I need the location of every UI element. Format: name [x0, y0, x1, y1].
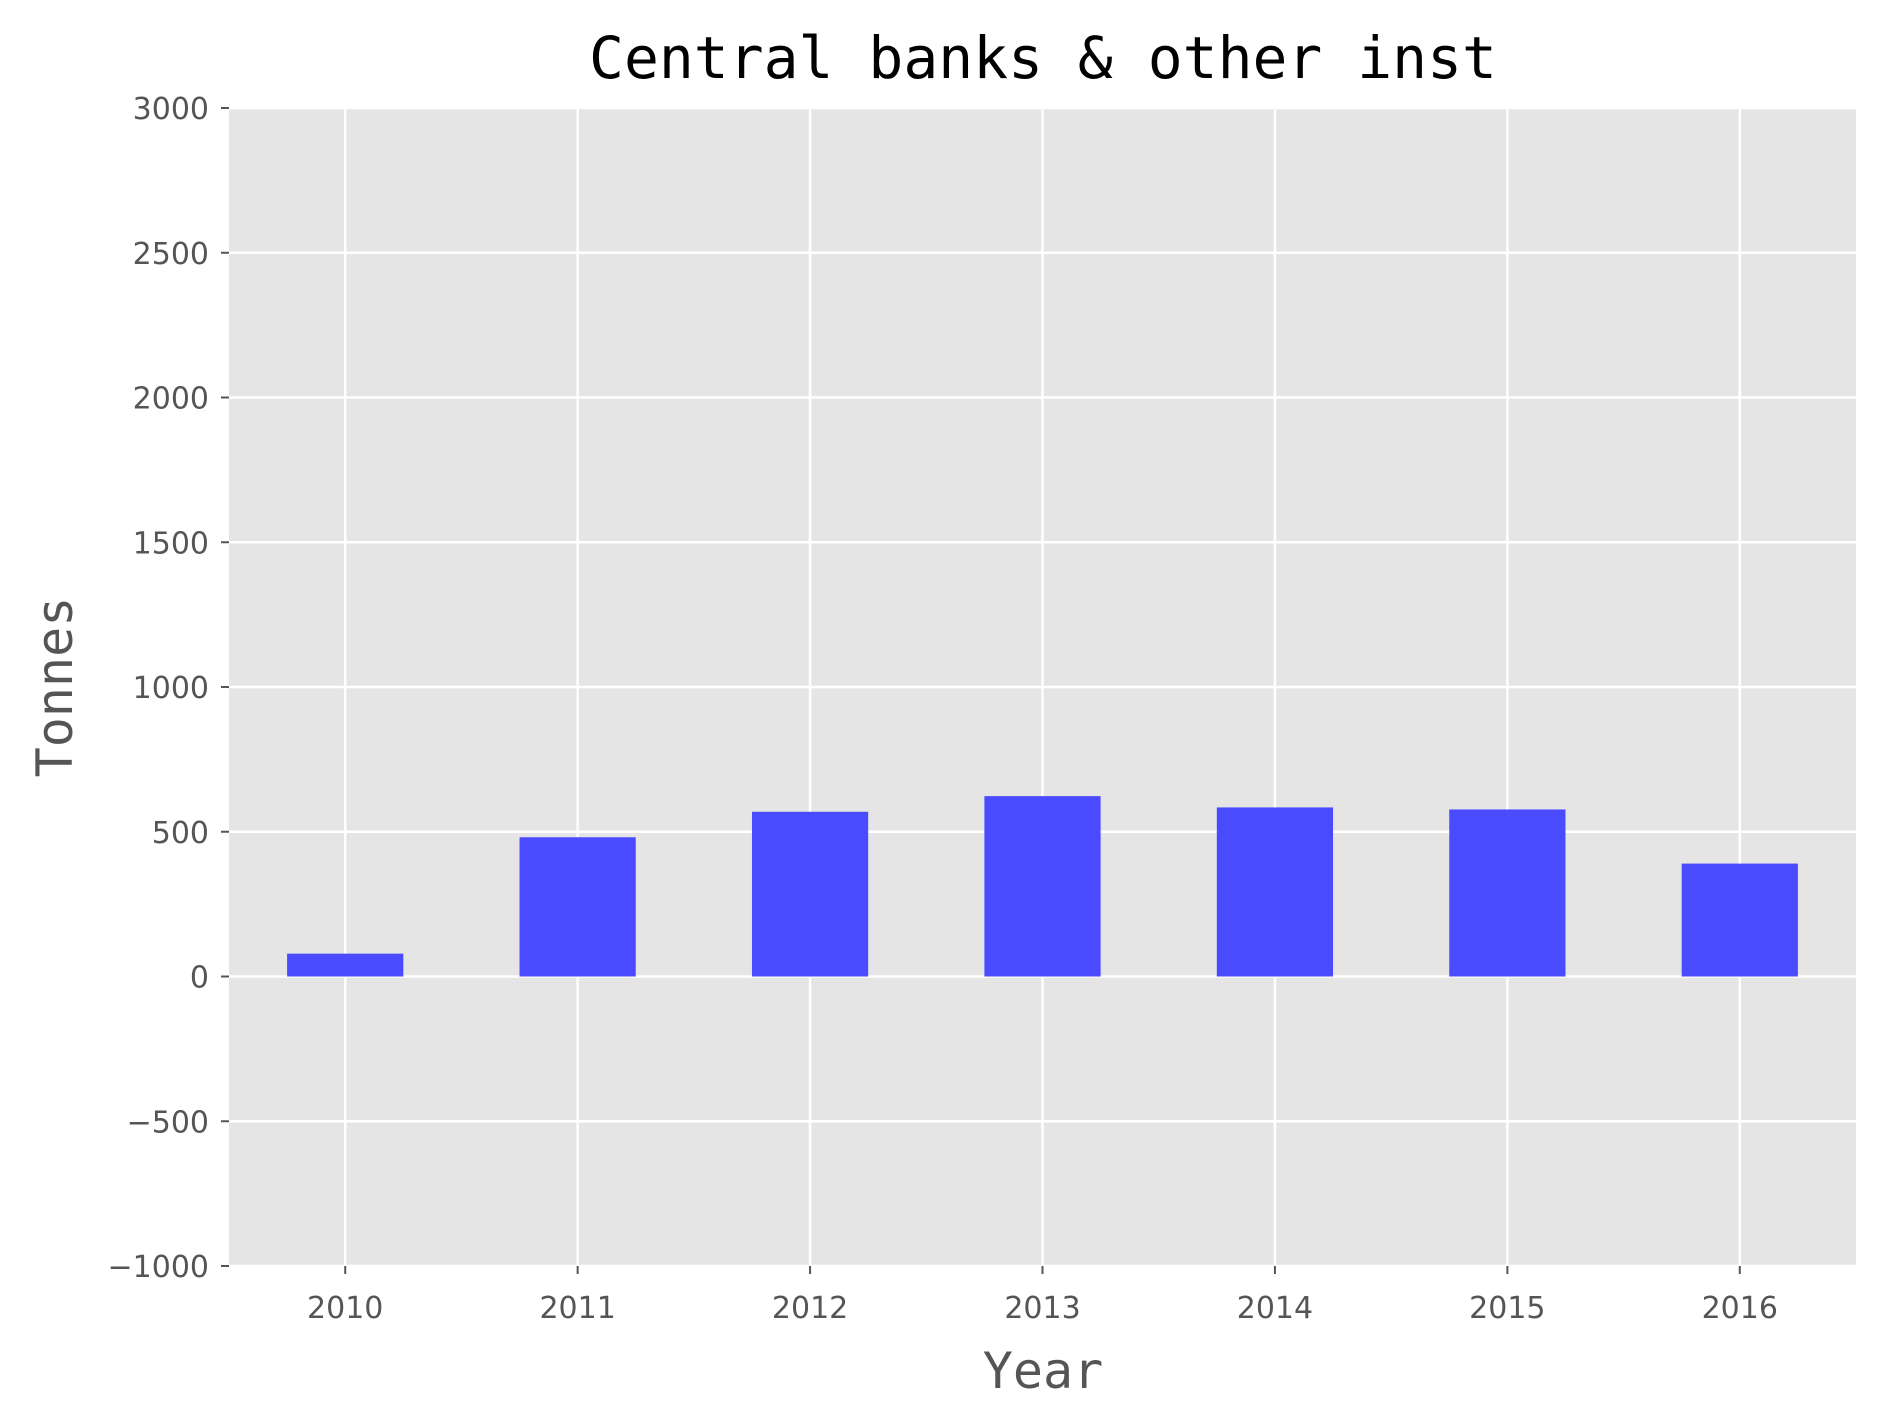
bar-2010 — [287, 953, 404, 977]
y-tick-label: 0 — [190, 961, 209, 996]
bar-2015 — [1449, 809, 1566, 977]
x-tick-label: 2011 — [539, 1291, 615, 1326]
bar-2013 — [984, 796, 1101, 977]
x-tick-label: 2014 — [1237, 1291, 1313, 1326]
y-tick-label: 3000 — [133, 92, 209, 127]
x-axis-label: Year — [983, 1342, 1103, 1400]
x-tick-label: 2015 — [1469, 1291, 1545, 1326]
x-tick-label: 2016 — [1702, 1291, 1778, 1326]
y-tick-label: 500 — [152, 816, 209, 851]
y-axis-label: Tonnes — [26, 597, 84, 778]
bar-2011 — [519, 837, 636, 977]
y-tick-label: 2000 — [133, 382, 209, 417]
y-tick-label: 1500 — [133, 526, 209, 561]
y-tick-labels: −1000 −500 0 500 1000 1500 2000 2500 3000 — [108, 92, 209, 1285]
x-tick-label: 2013 — [1004, 1291, 1080, 1326]
y-tick-label: 1000 — [133, 671, 209, 706]
x-tick-label: 2012 — [772, 1291, 848, 1326]
y-tick-label: −500 — [127, 1105, 209, 1140]
chart-title: Central banks & other inst — [589, 24, 1497, 92]
bar-2014 — [1216, 807, 1334, 977]
bar-2016 — [1681, 863, 1798, 977]
x-tick-labels: 2010 2011 2012 2013 2014 2015 2016 — [307, 1291, 1778, 1326]
bar-2012 — [751, 811, 869, 977]
y-tick-label: −1000 — [108, 1250, 209, 1285]
x-tick-label: 2010 — [307, 1291, 383, 1326]
tick-marks — [221, 107, 1741, 1274]
bars — [287, 796, 1798, 977]
y-tick-label: 2500 — [133, 237, 209, 272]
